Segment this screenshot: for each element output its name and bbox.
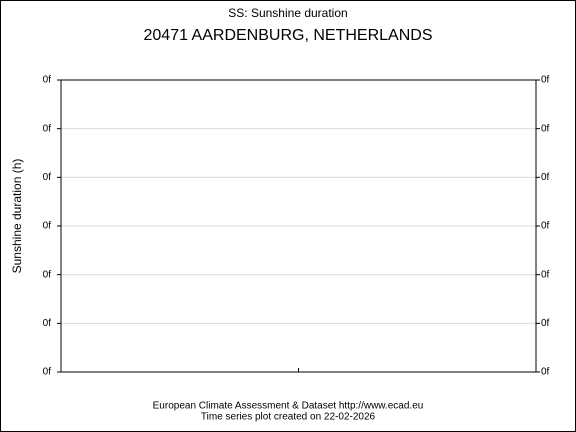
y-tick-label: 0f [43, 172, 52, 183]
y-tick-label: 0f [43, 221, 52, 232]
footer-line: Time series plot created on 22-02-2026 [201, 412, 376, 423]
y2-tick-label: 0f [541, 367, 550, 378]
chart-title: SS: Sunshine duration [228, 6, 347, 20]
y-tick-label: 0f [43, 367, 52, 378]
y-tick-label: 0f [43, 269, 52, 280]
y2-tick-label: 0f [541, 75, 550, 86]
y2-tick-label: 0f [541, 172, 550, 183]
y-axis-label: Sunshine duration (h) [10, 159, 24, 274]
y2-tick-label: 0f [541, 221, 550, 232]
y2-tick-label: 0f [541, 318, 550, 329]
chart-subtitle: 20471 AARDENBURG, NETHERLANDS [144, 27, 433, 44]
y-tick-label: 0f [43, 75, 52, 86]
y-tick-label: 0f [43, 318, 52, 329]
y2-tick-label: 0f [541, 123, 550, 134]
y2-tick-label: 0f [541, 269, 550, 280]
footer-line: European Climate Assessment & Dataset ht… [153, 401, 424, 412]
y-tick-label: 0f [43, 123, 52, 134]
